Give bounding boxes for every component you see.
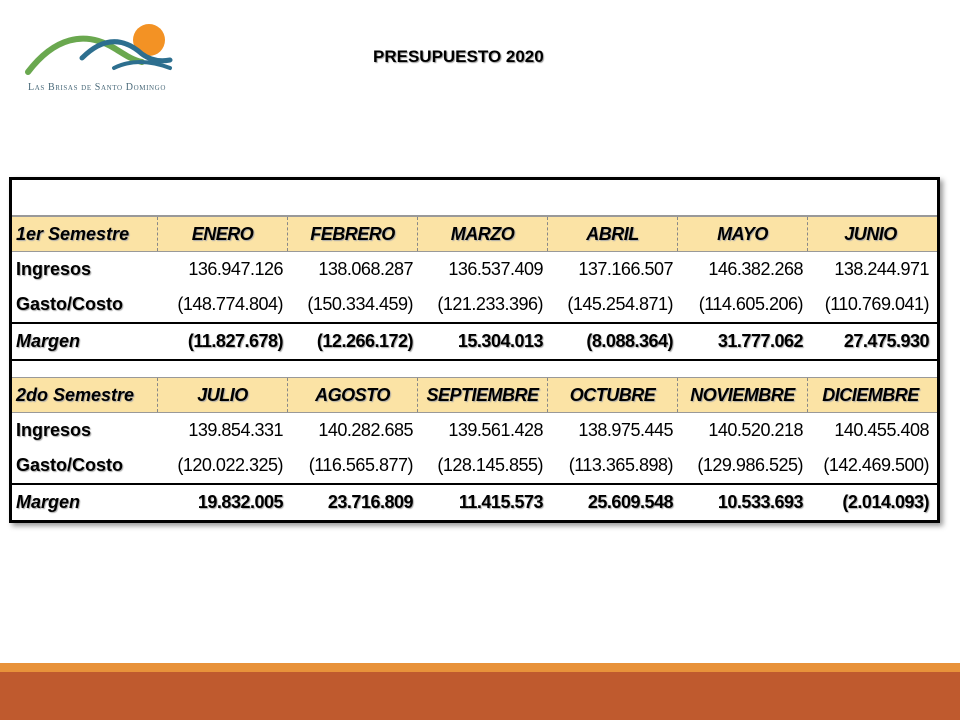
- semester-2-header-row: 2do Semestre JULIO AGOSTO SEPTIEMBRE OCT…: [12, 377, 937, 413]
- ingresos-cell: 138.068.287: [318, 259, 413, 279]
- row-label-margen: Margen: [16, 331, 81, 351]
- row-label-margen: Margen: [16, 492, 81, 512]
- month-header: DICIEMBRE: [807, 378, 933, 412]
- semester-2-margen-row: Margen 19.832.005 23.716.809 11.415.573 …: [12, 483, 937, 522]
- semester-2-label: 2do Semestre: [16, 384, 135, 405]
- margen-cell: (2.014.093): [842, 492, 929, 512]
- semester-1-header-row: 1er Semestre ENERO FEBRERO MARZO ABRIL M…: [12, 216, 937, 252]
- gasto-cell: (113.365.898): [568, 455, 674, 475]
- margen-cell: (11.827.678): [187, 331, 284, 351]
- ingresos-cell: 146.382.268: [708, 259, 803, 279]
- ingresos-cell: 140.282.685: [318, 420, 413, 440]
- footer-stripe-light: [0, 663, 960, 672]
- margen-cell: (12.266.172): [316, 331, 414, 351]
- row-label-ingresos: Ingresos: [16, 420, 92, 440]
- semester-2-ingresos-row: Ingresos 139.854.331 140.282.685 139.561…: [12, 413, 937, 448]
- semester-1-label: 1er Semestre: [16, 223, 130, 244]
- month-header: FEBRERO: [287, 217, 417, 251]
- month-header: ENERO: [157, 217, 287, 251]
- semester-1-margen-row: Margen (11.827.678) (12.266.172) 15.304.…: [12, 322, 937, 361]
- margen-cell: 27.475.930: [843, 331, 930, 351]
- footer-stripe-dark: [0, 672, 960, 720]
- row-label-gasto: Gasto/Costo: [16, 294, 124, 314]
- margen-cell: 10.533.693: [717, 492, 804, 512]
- month-header: JULIO: [157, 378, 287, 412]
- ingresos-cell: 139.561.428: [448, 420, 543, 440]
- logo-graphic: [25, 24, 173, 75]
- gasto-cell: (114.605.206): [698, 294, 804, 314]
- semester-1-ingresos-row: Ingresos 136.947.126 138.068.287 136.537…: [12, 252, 937, 287]
- gasto-cell: (148.774.804): [177, 294, 283, 314]
- month-header: AGOSTO: [287, 378, 417, 412]
- ingresos-cell: 138.975.445: [578, 420, 673, 440]
- gasto-cell: (121.233.396): [437, 294, 543, 314]
- month-header: OCTUBRE: [547, 378, 677, 412]
- gasto-cell: (120.022.325): [177, 455, 283, 475]
- table-top-blank: [12, 180, 937, 216]
- ingresos-cell: 137.166.507: [578, 259, 673, 279]
- margen-cell: 15.304.013: [457, 331, 544, 351]
- margen-cell: 23.716.809: [327, 492, 414, 512]
- budget-table: 1er Semestre ENERO FEBRERO MARZO ABRIL M…: [9, 177, 940, 523]
- page-title: PRESUPUESTO 2020: [373, 47, 544, 66]
- gasto-cell: (110.769.041): [824, 294, 930, 314]
- ingresos-cell: 138.244.971: [834, 259, 929, 279]
- gasto-cell: (116.565.877): [308, 455, 414, 475]
- ingresos-cell: 140.455.408: [834, 420, 929, 440]
- ingresos-cell: 139.854.331: [188, 420, 283, 440]
- gasto-cell: (129.986.525): [697, 455, 803, 475]
- month-header: SEPTIEMBRE: [417, 378, 547, 412]
- margen-cell: 19.832.005: [197, 492, 284, 512]
- logo-text: Las Brisas de Santo Domingo: [28, 82, 166, 93]
- margen-cell: 31.777.062: [717, 331, 804, 351]
- gasto-cell: (128.145.855): [437, 455, 543, 475]
- semester-spacer: [12, 361, 937, 377]
- month-header: ABRIL: [547, 217, 677, 251]
- ingresos-cell: 136.537.409: [448, 259, 543, 279]
- gasto-cell: (150.334.459): [307, 294, 413, 314]
- margen-cell: 25.609.548: [587, 492, 674, 512]
- gasto-cell: (142.469.500): [823, 455, 929, 475]
- ingresos-cell: 136.947.126: [188, 259, 283, 279]
- gasto-cell: (145.254.871): [567, 294, 673, 314]
- semester-1-gasto-row: Gasto/Costo (148.774.804) (150.334.459) …: [12, 287, 937, 322]
- row-label-gasto: Gasto/Costo: [16, 455, 124, 475]
- margen-cell: (8.088.364): [586, 331, 673, 351]
- month-header: NOVIEMBRE: [677, 378, 807, 412]
- semester-2-gasto-row: Gasto/Costo (120.022.325) (116.565.877) …: [12, 448, 937, 483]
- margen-cell: 11.415.573: [458, 492, 544, 512]
- ingresos-cell: 140.520.218: [708, 420, 803, 440]
- month-header: MARZO: [417, 217, 547, 251]
- row-label-ingresos: Ingresos: [16, 259, 92, 279]
- month-header: MAYO: [677, 217, 807, 251]
- month-header: JUNIO: [807, 217, 933, 251]
- company-logo: Las Brisas de Santo Domingo: [24, 18, 174, 98]
